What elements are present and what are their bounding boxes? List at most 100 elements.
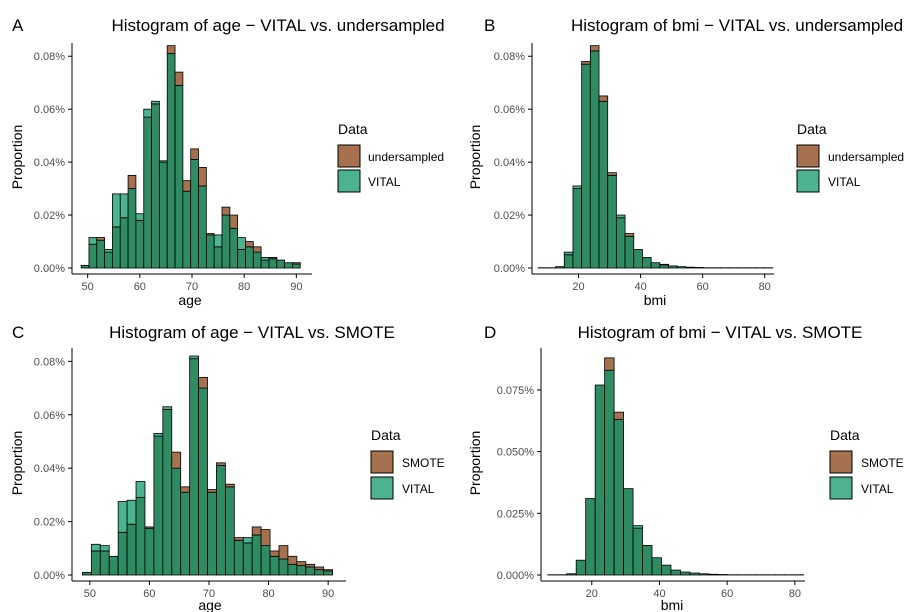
panel-c-bar-overlap: [260, 545, 271, 576]
panel-a-bar-overlap: [119, 217, 129, 269]
panel-b-plot-area: 0.00% 0.02% 0.04% 0.06% 0.08% 20 40 60 80: [494, 43, 774, 293]
panel-c-bar-overlap: [153, 435, 164, 576]
panel-d-bar-overlap: [689, 572, 700, 576]
panel-c-bar-smote: [260, 529, 271, 547]
panel-d-bar-overlap: [661, 564, 672, 576]
panel-d-legend-label-smote: SMOTE: [861, 456, 904, 470]
panel-c-bar-overlap: [189, 358, 199, 576]
panel-d-x-tick-label: 60: [721, 588, 733, 600]
panel-c-bar-overlap: [216, 465, 226, 576]
panel-c-bar-overlap: [207, 491, 217, 576]
panel-a-bar-overlap: [260, 259, 270, 269]
panel-a-bar-overlap: [237, 249, 246, 269]
panel-c-bar-overlap: [224, 486, 235, 576]
panel-a-bar-vital: [119, 193, 129, 219]
panel-b-y-tick-label: 0.06%: [494, 104, 525, 116]
panel-d-y-axis-label: Proportion: [467, 431, 483, 496]
panel-c-y-tick-label: 0.08%: [34, 356, 65, 368]
panel-b-y-tick-label: 0.02%: [494, 210, 525, 222]
panel-d-x-axis-label: bmi: [661, 597, 684, 612]
panel-d-legend-label-vital: VITAL: [861, 482, 894, 496]
panel-b-bar-overlap: [572, 188, 583, 269]
panel-a-bar-vital: [237, 237, 246, 250]
panel-b-legend-label-undersampled: undersampled: [828, 150, 904, 164]
panel-d-bar-overlap: [585, 498, 596, 576]
panel-a-x-tick-label: 80: [238, 281, 250, 293]
panel-a-y-axis-label: Proportion: [9, 125, 25, 190]
panel-a-bar-overlap: [284, 262, 293, 269]
panel-a-bar-overlap: [182, 190, 192, 269]
panel-d-y-tick-label: 0.075%: [497, 385, 535, 397]
panel-c-bar-smote: [180, 486, 191, 493]
panel-b-bar-overlap: [624, 235, 635, 269]
panel-b-bar-vital: [615, 214, 626, 219]
panel-a-bar-overlap: [127, 188, 137, 269]
panel-a-bar-overlap: [151, 103, 160, 269]
panel-d-x-tick-label: 40: [653, 588, 665, 600]
panel-b: B Histogram of bmi − VITAL vs. undersamp…: [467, 16, 904, 308]
panel-a-title: Histogram of age − VITAL vs. undersample…: [111, 16, 444, 35]
panel-c-bar-overlap: [99, 550, 110, 576]
panel-c-bar-overlap: [162, 409, 173, 576]
panel-b-bar-undersampled: [598, 95, 609, 102]
panel-b-bar-overlap: [633, 249, 643, 269]
panel-c-y-axis-label: Proportion: [9, 431, 25, 496]
panel-c-bar-overlap: [144, 527, 155, 576]
panel-a-bar-overlap: [213, 246, 223, 269]
panel-d-bar-overlap: [575, 559, 587, 576]
panel-a-bar-overlap: [104, 251, 113, 269]
panel-a-bar-overlap: [143, 116, 152, 269]
panel-a-bar-vital: [213, 234, 223, 248]
panel-d: D Histogram of bmi − VITAL vs. SMOTE bmi…: [467, 323, 904, 612]
panel-b-bar-overlap: [555, 266, 565, 269]
panel-a-bar-vital: [158, 160, 168, 163]
panel-b-y-tick-label: 0.00%: [494, 263, 525, 275]
panel-b-bar-vital: [563, 251, 574, 256]
panel-d-legend-title: Data: [830, 427, 860, 443]
panel-c-bar-vital: [242, 537, 253, 544]
panel-c-bar-smote: [287, 555, 298, 565]
panel-c-x-tick-label: 90: [322, 588, 334, 600]
panel-a-bar-overlap: [245, 246, 254, 269]
panel-a-bar-overlap: [80, 264, 90, 269]
panel-a-bar-undersampled: [127, 174, 137, 189]
panel-c-bar-overlap: [323, 570, 333, 576]
panel-d-bar-overlap: [623, 488, 634, 576]
panel-c-bar-overlap: [278, 558, 289, 576]
panel-c-bar-overlap: [251, 534, 262, 576]
panel-c-legend-title: Data: [371, 427, 401, 443]
panel-d-legend: Data SMOTE VITAL: [829, 427, 904, 500]
panel-a-bar-overlap: [198, 185, 207, 269]
panel-b-bar-overlap: [589, 50, 600, 269]
panel-c-legend: Data SMOTE VITAL: [370, 427, 445, 500]
panel-c-x-axis-label: age: [198, 597, 222, 612]
panel-a-legend-title: Data: [338, 121, 368, 137]
panel-d-x-tick-label: 20: [586, 588, 598, 600]
panel-a-bar-vital: [135, 213, 145, 221]
panel-c-legend-label-vital: VITAL: [402, 482, 435, 496]
panel-c-bar-vital: [99, 545, 110, 552]
panel-a-bar-undersampled: [174, 71, 184, 86]
panel-a-bar-undersampled: [245, 241, 254, 248]
panel-c-bar-smote: [224, 483, 235, 488]
panel-c-bar-overlap: [117, 531, 128, 576]
panel-a-legend-key-undersampled: [337, 144, 361, 168]
panel-b-bar-overlap: [581, 63, 591, 269]
panel-b-x-axis-label: bmi: [644, 292, 667, 308]
panel-a-bar-overlap: [268, 258, 278, 269]
panel-a-bar-undersampled: [198, 167, 207, 187]
panel-c-bar-smote: [144, 526, 155, 529]
panel-c-bar-vital: [153, 433, 164, 437]
panel-c-bar-overlap: [233, 539, 244, 576]
panel-b-bar-vital: [572, 185, 583, 189]
panel-a-x-tick-label: 60: [134, 281, 146, 293]
panel-d-bar-overlap: [594, 384, 606, 576]
panel-d-bar-overlap: [680, 571, 691, 576]
panel-c-bar-overlap: [198, 387, 208, 576]
panel-c-bar-overlap: [242, 542, 253, 576]
panel-a-y-tick-label: 0.04%: [34, 157, 65, 169]
panel-c-bar-smote: [305, 563, 316, 568]
panel-a-plot-area: 0.00% 0.02% 0.04% 0.06% 0.08% 50 60 70 80 90: [34, 43, 312, 293]
panel-d-bar-overlap: [604, 369, 615, 576]
panel-b-legend-title: Data: [797, 121, 827, 137]
